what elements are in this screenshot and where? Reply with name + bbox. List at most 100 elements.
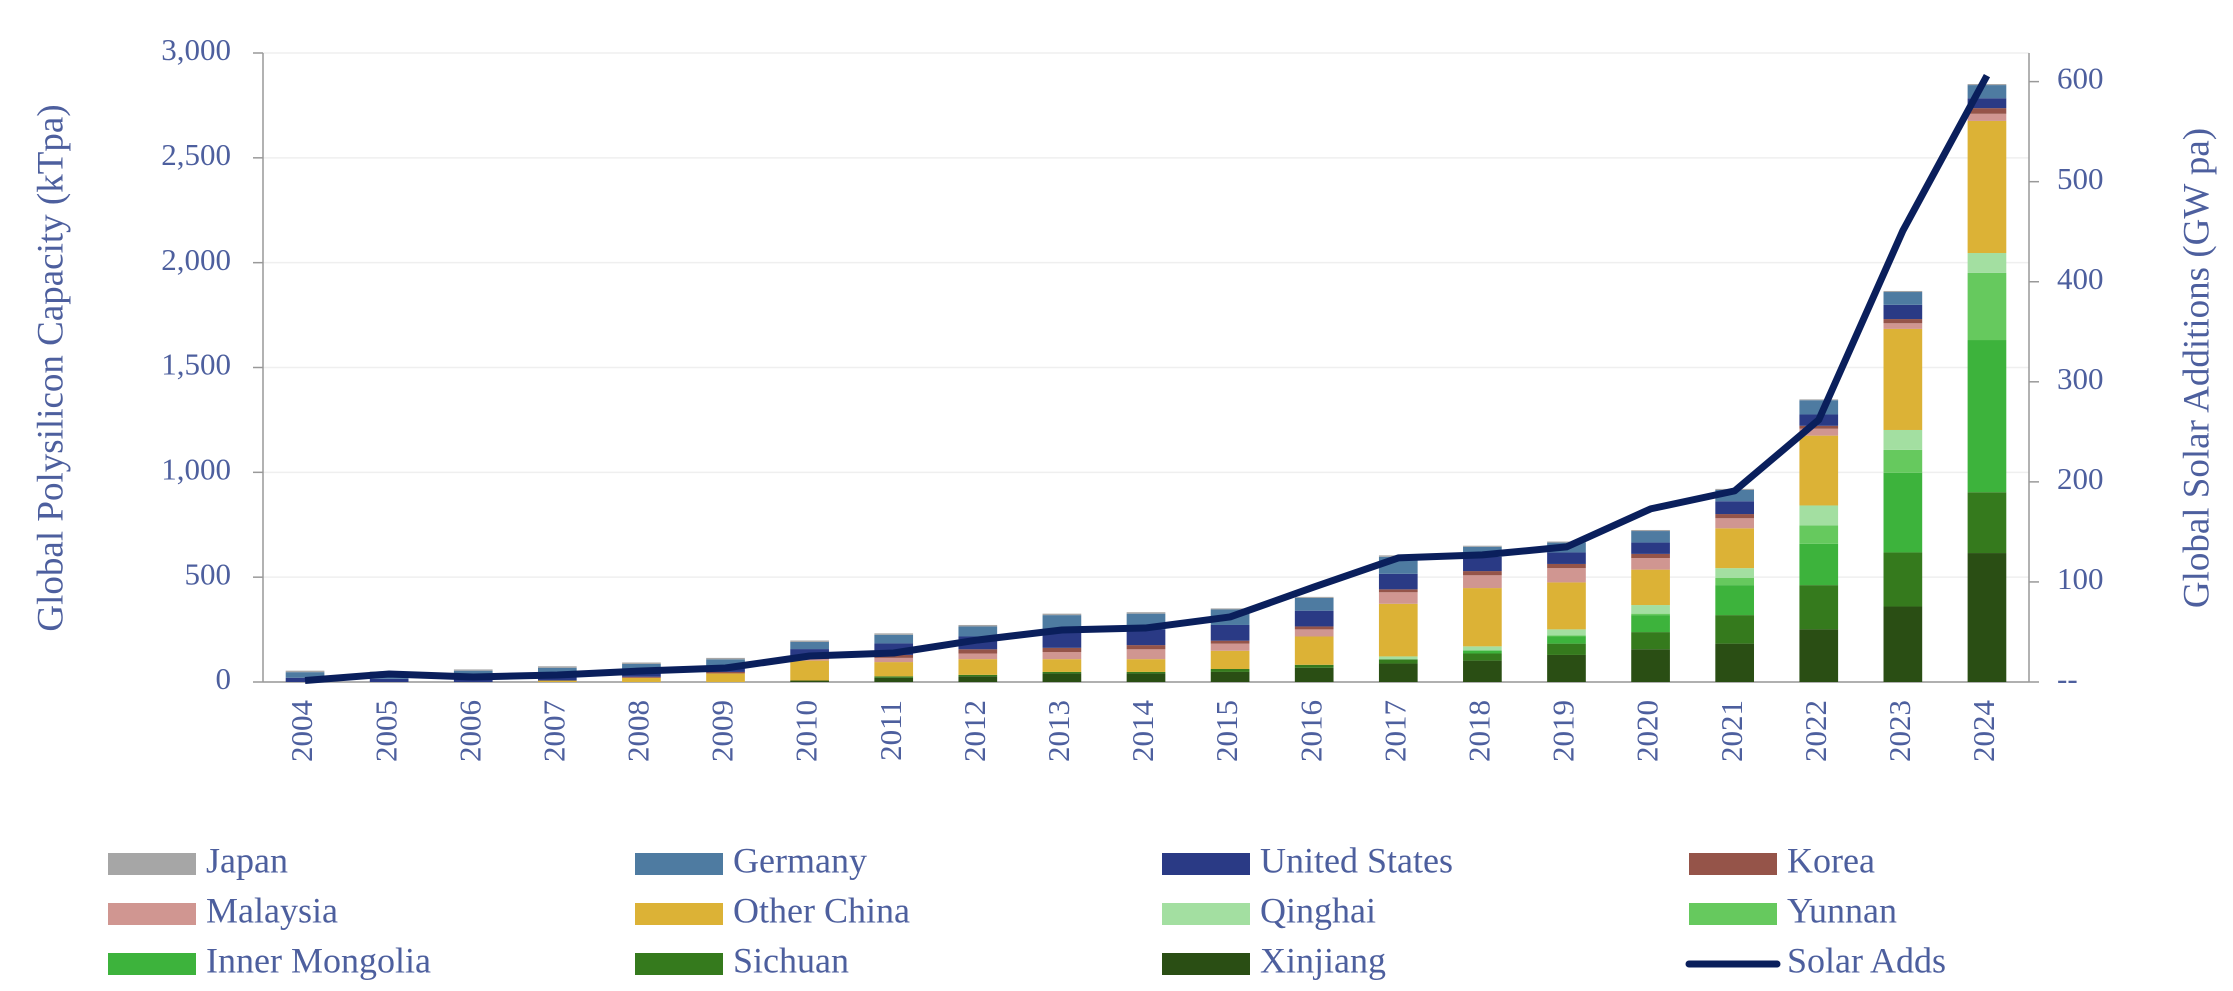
x-tick-label: 2016 — [1293, 700, 1328, 762]
legend-label: Malaysia — [206, 890, 338, 930]
bar-segment — [958, 674, 998, 677]
bar-segment — [706, 671, 745, 674]
bar-segment — [1294, 626, 1334, 630]
bar-segment — [1042, 652, 1082, 660]
bar-segment — [958, 676, 998, 682]
bar-segment — [1883, 292, 1923, 305]
bar-segment — [1883, 472, 1923, 553]
bar-segment — [1126, 612, 1166, 614]
legend-label: Korea — [1787, 840, 1875, 880]
bar-segment — [1126, 673, 1166, 682]
bar-segment — [1126, 659, 1166, 672]
bar-segment — [1294, 667, 1334, 682]
bar-segment — [1631, 605, 1670, 614]
bar-segment — [1631, 613, 1670, 616]
bar-segment — [1463, 575, 1502, 589]
legend-swatch — [1162, 953, 1250, 975]
x-tick-label: 2012 — [957, 700, 992, 762]
y-tick-label: 1,000 — [161, 451, 231, 486]
y2-tick-label: 600 — [2057, 61, 2104, 96]
x-tick-label: 2020 — [1630, 700, 1665, 762]
bar-segment — [369, 678, 409, 682]
bar-segment — [1210, 650, 1250, 670]
bar-segment — [285, 670, 325, 673]
bar-segment — [706, 659, 745, 666]
bar-segment — [1042, 673, 1082, 682]
bar-segment — [1378, 592, 1418, 604]
bar-segment — [1883, 449, 1923, 473]
bar-segment — [1294, 636, 1334, 665]
bar-segment — [1210, 671, 1250, 682]
bar-segment — [1799, 505, 1839, 526]
bar-segment — [1883, 606, 1923, 682]
bar-segment — [1547, 568, 1586, 583]
bar-segment — [1463, 653, 1502, 661]
y2-tick-label: 500 — [2057, 161, 2104, 196]
bar-segment — [1463, 571, 1502, 576]
bar-segment — [1210, 640, 1250, 644]
bar-segment — [1547, 654, 1586, 682]
bar-segment — [1631, 529, 1670, 532]
bar-segment — [1126, 649, 1166, 660]
bar-segment — [1378, 603, 1418, 657]
bar-segment — [1042, 659, 1082, 672]
bar-segment — [1967, 340, 2007, 493]
bar-segment — [1799, 629, 1839, 682]
bar-segment — [706, 673, 745, 682]
bar-segment — [1715, 518, 1755, 529]
bar-segment — [1210, 669, 1250, 672]
legend-swatch — [1689, 853, 1777, 875]
x-tick-label: 2010 — [789, 700, 824, 762]
bar-segment — [1967, 272, 2007, 341]
line-series — [304, 73, 1991, 684]
y-tick-label: 2,500 — [161, 137, 231, 172]
bar-segment — [1378, 663, 1418, 682]
bar-segment — [1547, 582, 1586, 630]
y2-tick-label: 200 — [2057, 461, 2104, 496]
bar-segment — [1294, 610, 1334, 627]
bar-segment — [874, 657, 914, 663]
bar-segment — [874, 677, 914, 682]
bar-segment — [1715, 501, 1755, 515]
bar-segment — [1126, 629, 1166, 646]
y2-tick-label: 400 — [2057, 261, 2104, 296]
x-tick-label: 2015 — [1209, 700, 1244, 762]
legend-swatch — [635, 853, 723, 875]
bar-segment — [1799, 425, 1839, 429]
bar-segment — [1967, 113, 2007, 121]
bar-segment — [1715, 489, 1755, 502]
y-axis-title: Global Polysilicon Capacity (kTpa) — [30, 104, 71, 631]
bar-segment — [874, 662, 914, 677]
bar-segment — [1547, 636, 1586, 644]
bar-segment — [1547, 629, 1586, 636]
bar-segment — [1715, 528, 1755, 569]
bar-segment — [1967, 553, 2007, 682]
bar-segment — [1210, 624, 1250, 641]
bar-segment — [1715, 643, 1755, 682]
bar-segment — [1967, 108, 2007, 114]
y-tick-label: 3,000 — [161, 32, 231, 67]
bar-segment — [1715, 615, 1755, 644]
bar-segment — [874, 633, 914, 635]
legend-swatch — [635, 903, 723, 925]
bar-segment — [1799, 543, 1839, 586]
legend-label: Other China — [733, 890, 910, 930]
x-tick-label: 2013 — [1041, 700, 1076, 762]
bar-segment — [537, 667, 577, 675]
legend-label: Qinghai — [1260, 890, 1376, 930]
bar-segment — [1042, 632, 1082, 648]
bar-segment — [790, 641, 829, 650]
bar-segment — [1967, 84, 2007, 86]
bar-segment — [622, 676, 661, 678]
bar-segment — [874, 643, 914, 655]
bar-segment — [1631, 649, 1670, 682]
bar-segment — [1883, 429, 1923, 450]
bar-segment — [537, 666, 577, 668]
x-tick-label: 2022 — [1798, 700, 1833, 762]
bar-segment — [537, 680, 577, 682]
x-tick-label: 2018 — [1461, 700, 1496, 762]
bar-segment — [1463, 545, 1502, 547]
x-tick-label: 2007 — [536, 700, 571, 762]
bar-segment — [958, 624, 998, 627]
